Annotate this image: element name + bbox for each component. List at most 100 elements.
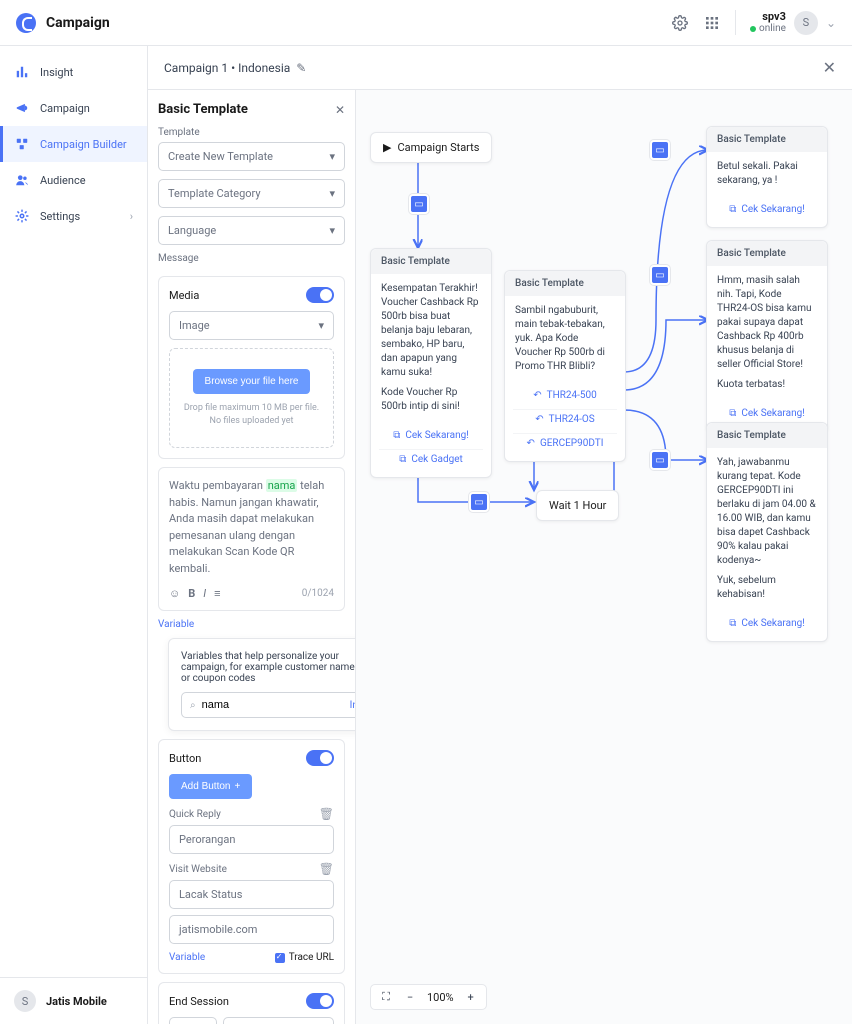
status-dot-icon bbox=[750, 26, 756, 32]
start-node[interactable]: ▶ Campaign Starts bbox=[370, 132, 492, 163]
sidebar-item-settings[interactable]: Settings › bbox=[0, 198, 147, 234]
node-action[interactable]: ⧉Cek Gadget bbox=[379, 449, 483, 469]
message-editor[interactable]: Waktu pembayaran nama telah habis. Namun… bbox=[158, 467, 345, 611]
external-icon: ⧉ bbox=[729, 204, 736, 215]
template-node[interactable]: Basic Template Sambil ngabuburit, main t… bbox=[504, 270, 626, 462]
sidebar-item-insight[interactable]: Insight bbox=[0, 54, 147, 90]
end-session-unit[interactable]: Minutes▾ bbox=[223, 1017, 334, 1024]
emoji-icon[interactable]: ☺ bbox=[169, 587, 180, 600]
quick-reply-input[interactable]: Perorangan bbox=[169, 825, 334, 854]
template-node[interactable]: Basic Template Hmm, masih salah nih. Tap… bbox=[706, 240, 828, 432]
fullscreen-icon[interactable]: ⛶ bbox=[379, 990, 393, 1004]
plus-icon: + bbox=[234, 781, 240, 792]
node-option[interactable]: THR24-500 bbox=[513, 386, 617, 405]
chevron-down-icon: ▾ bbox=[318, 319, 324, 332]
gear-icon[interactable] bbox=[671, 14, 689, 32]
port-icon[interactable]: ▭ bbox=[409, 194, 429, 214]
add-button[interactable]: Add Button+ bbox=[169, 774, 252, 799]
button-toggle[interactable] bbox=[306, 750, 334, 766]
user-name: spv3 bbox=[750, 10, 786, 23]
port-icon[interactable]: ▭ bbox=[650, 140, 670, 160]
zoom-in-button[interactable]: + bbox=[464, 991, 478, 1004]
footer-name: Jatis Mobile bbox=[46, 995, 107, 1008]
message-label: Message bbox=[158, 253, 345, 264]
zoom-out-button[interactable]: − bbox=[403, 991, 417, 1004]
user-status: online bbox=[759, 23, 786, 35]
wait-node[interactable]: Wait 1 Hour bbox=[536, 490, 619, 521]
drop-text: Drop file maximum 10 MB per file. No fil… bbox=[184, 402, 319, 427]
end-session-value[interactable]: 30 bbox=[169, 1017, 217, 1024]
zoom-controls: ⛶ − 100% + bbox=[370, 984, 487, 1010]
template-node[interactable]: Basic Template Betul sekali. Pakai sekar… bbox=[706, 126, 828, 228]
node-title: Basic Template bbox=[505, 271, 625, 296]
media-toggle[interactable] bbox=[306, 287, 334, 303]
template-node[interactable]: Basic Template Yah, jawabanmu kurang tep… bbox=[706, 422, 828, 642]
node-option[interactable]: GERCEP90DTI bbox=[513, 433, 617, 453]
apps-icon[interactable] bbox=[703, 14, 721, 32]
port-icon[interactable]: ▭ bbox=[650, 265, 670, 285]
char-counter: 0/1024 bbox=[302, 588, 334, 599]
external-icon: ⧉ bbox=[729, 618, 736, 629]
sidebar-label: Insight bbox=[40, 66, 73, 79]
button-label: Button bbox=[169, 752, 201, 765]
template-node[interactable]: Basic Template Kesempatan Terakhir! Vouc… bbox=[370, 248, 492, 478]
port-icon[interactable]: ▭ bbox=[650, 450, 670, 470]
visit-label-input[interactable]: Lacak Status bbox=[169, 880, 334, 909]
node-action[interactable]: ⧉Cek Sekarang! bbox=[715, 200, 819, 219]
node-text: Kesempatan Terakhir! Voucher Cashback Rp… bbox=[381, 282, 481, 380]
variable-input[interactable] bbox=[202, 699, 344, 711]
trash-icon[interactable]: 🗑 bbox=[319, 807, 334, 821]
trash-icon[interactable]: 🗑 bbox=[319, 862, 334, 876]
bold-icon[interactable]: B bbox=[188, 587, 195, 600]
sidebar-label: Settings bbox=[40, 210, 80, 223]
chevron-down-icon: ▾ bbox=[329, 224, 335, 237]
template-select[interactable]: Create New Template▾ bbox=[158, 142, 345, 171]
node-text: Betul sekali. Pakai sekarang, ya ! bbox=[717, 160, 817, 188]
node-action[interactable]: ⧉Cek Sekarang! bbox=[379, 426, 483, 445]
variable-chip[interactable]: nama bbox=[266, 479, 298, 492]
sidebar-footer[interactable]: S Jatis Mobile bbox=[0, 977, 147, 1024]
media-type-select[interactable]: Image▾ bbox=[169, 311, 334, 340]
header: Campaign spv3 online S ⌄ bbox=[0, 0, 852, 46]
node-label: Campaign Starts bbox=[397, 141, 479, 154]
close-icon[interactable]: ✕ bbox=[823, 58, 836, 77]
node-title: Basic Template bbox=[371, 249, 491, 274]
browse-button[interactable]: Browse your file here bbox=[193, 369, 311, 394]
sidebar-item-campaign[interactable]: Campaign bbox=[0, 90, 147, 126]
category-select[interactable]: Template Category▾ bbox=[158, 179, 345, 208]
end-session-toggle[interactable] bbox=[306, 993, 334, 1009]
port-icon[interactable]: ▭ bbox=[469, 492, 489, 512]
flow-icon bbox=[14, 136, 30, 152]
node-text: Yah, jawabanmu kurang tepat. Kode GERCEP… bbox=[717, 456, 817, 568]
node-action[interactable]: ⧉Cek Sekarang! bbox=[715, 614, 819, 633]
visit-url-input[interactable]: jatismobile.com bbox=[169, 915, 334, 944]
variable-link[interactable]: Variable bbox=[169, 952, 205, 963]
sidebar-label: Audience bbox=[40, 174, 86, 187]
file-dropzone[interactable]: Browse your file here Drop file maximum … bbox=[169, 348, 334, 448]
language-select[interactable]: Language▾ bbox=[158, 216, 345, 245]
user-menu[interactable]: spv3 online S ⌄ bbox=[735, 10, 836, 35]
chevron-down-icon: ⌄ bbox=[826, 16, 836, 30]
trace-url-checkbox[interactable]: Trace URL bbox=[275, 952, 334, 963]
sidebar-item-audience[interactable]: Audience bbox=[0, 162, 147, 198]
node-option[interactable]: THR24-OS bbox=[513, 409, 617, 429]
node-text: Yuk, sebelum kehabisan! bbox=[717, 574, 817, 602]
chart-icon bbox=[14, 64, 30, 80]
config-panel: Basic Template ✕ Template Create New Tem… bbox=[148, 90, 356, 1024]
sidebar: Insight Campaign Campaign Builder Audien… bbox=[0, 46, 148, 1024]
sidebar-label: Campaign bbox=[40, 102, 90, 115]
node-text: Kode Voucher Rp 500rb intip di sini! bbox=[381, 386, 481, 414]
media-label: Media bbox=[169, 289, 199, 302]
node-title: Basic Template bbox=[707, 423, 827, 448]
strike-icon[interactable]: ≡ bbox=[214, 587, 220, 600]
close-icon[interactable]: ✕ bbox=[335, 103, 345, 117]
breadcrumb: Campaign 1 • Indonesia bbox=[164, 61, 290, 75]
italic-icon[interactable]: I bbox=[203, 587, 206, 600]
panel-title: Basic Template bbox=[158, 102, 248, 117]
node-action[interactable]: ⧉Cek Sekarang! bbox=[715, 404, 819, 423]
sidebar-item-builder[interactable]: Campaign Builder bbox=[0, 126, 147, 162]
variable-link[interactable]: Variable bbox=[158, 619, 345, 630]
edit-icon[interactable]: ✎ bbox=[296, 61, 306, 75]
chevron-down-icon: ▾ bbox=[329, 150, 335, 163]
canvas[interactable]: ▶ Campaign Starts ▭ Basic Template Kesem… bbox=[356, 90, 852, 1024]
